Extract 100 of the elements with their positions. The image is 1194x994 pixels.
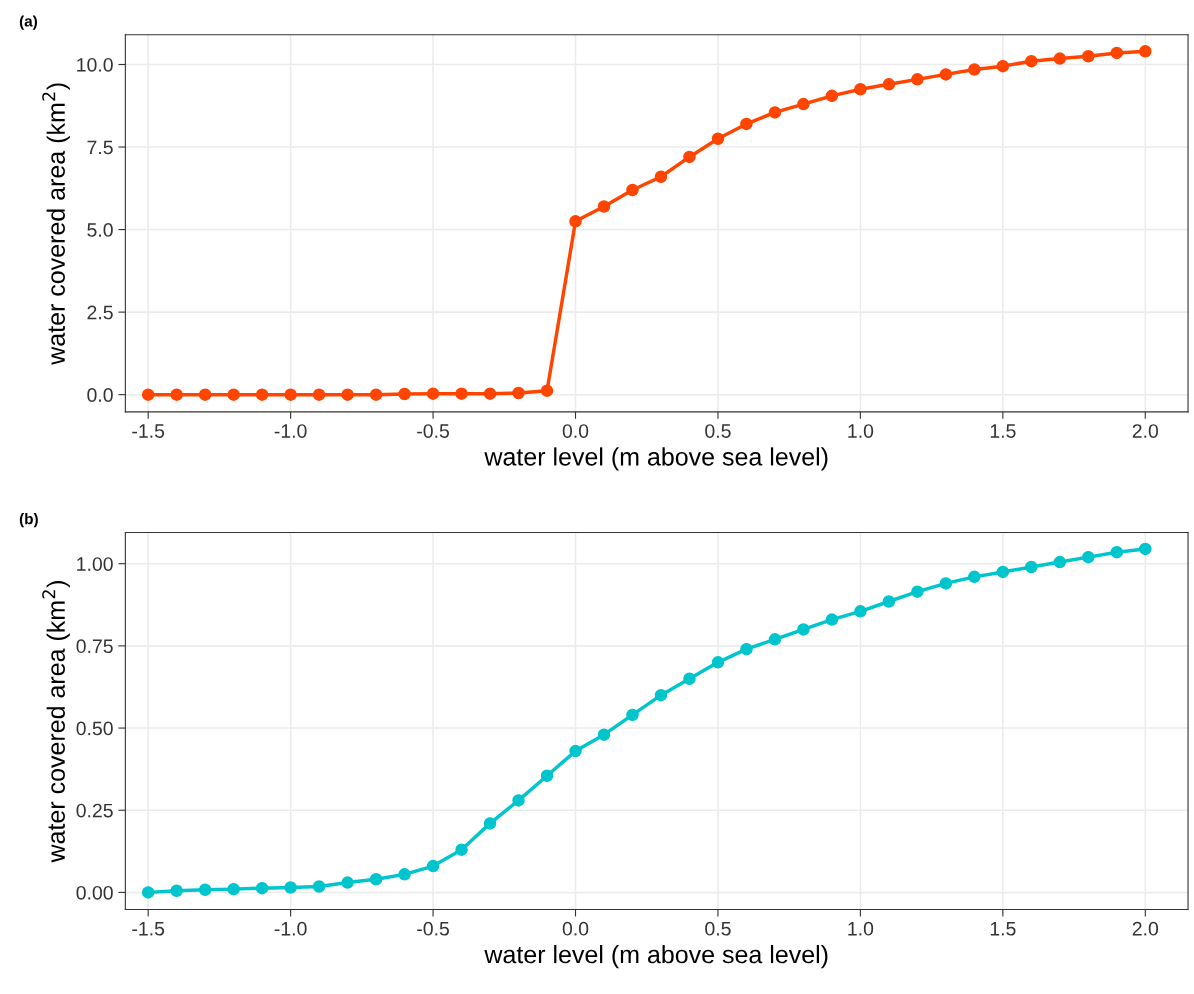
point <box>882 595 896 608</box>
point <box>455 387 468 400</box>
x-tick-label: 2.0 <box>1132 921 1159 936</box>
point <box>968 63 981 76</box>
point <box>512 386 525 400</box>
y-axis-title: water covered area (km$^{2}$) <box>42 581 70 863</box>
point <box>1139 45 1152 58</box>
x-tick-label: 0.0 <box>562 921 589 936</box>
y-tick-label: 1.00 <box>77 557 113 571</box>
point <box>483 387 497 400</box>
point <box>797 623 810 636</box>
point <box>825 613 839 626</box>
point <box>284 881 297 894</box>
point <box>198 883 212 897</box>
point <box>996 565 1010 579</box>
x-tick-label: -1.0 <box>274 424 307 438</box>
point <box>854 605 867 618</box>
x-tick-label: -0.5 <box>417 921 449 936</box>
point <box>882 78 896 91</box>
chart-title: (a) <box>19 15 38 30</box>
point <box>255 388 269 401</box>
point <box>854 83 867 96</box>
point <box>312 388 326 401</box>
point <box>939 68 953 81</box>
point <box>1082 550 1095 564</box>
point <box>740 642 753 656</box>
point <box>683 672 696 686</box>
chart-title: (b) <box>19 513 38 528</box>
point <box>597 728 611 741</box>
point <box>597 200 611 213</box>
point <box>341 388 354 401</box>
y-tick-label: 0.00 <box>76 885 113 900</box>
x-tick-label: -1.5 <box>132 424 165 438</box>
point <box>569 215 582 228</box>
point <box>170 388 183 401</box>
y-tick-label: 0.0 <box>87 388 113 402</box>
y-tick-label: 5.0 <box>87 223 113 237</box>
point <box>968 570 981 584</box>
x-tick-label: 0.0 <box>562 424 589 438</box>
point <box>512 794 525 807</box>
point <box>1053 52 1067 65</box>
point <box>768 633 782 646</box>
y-tick-label: 0.75 <box>76 639 113 654</box>
y-tick-label: 0.50 <box>76 721 113 736</box>
x-tick-label: 2.0 <box>1132 424 1159 438</box>
point <box>1110 46 1124 60</box>
point <box>1139 542 1152 556</box>
y-tick-label: 0.25 <box>76 803 113 818</box>
point <box>569 744 582 758</box>
y-axis-title: water covered area (km$^{2}$) <box>42 83 70 365</box>
x-tick-label: 1.0 <box>848 921 874 936</box>
x-tick-label: -0.5 <box>417 424 449 438</box>
point <box>284 388 297 401</box>
point <box>398 868 411 881</box>
point <box>683 150 696 164</box>
point <box>711 656 725 669</box>
x-tick-label: -1.0 <box>274 921 307 936</box>
x-tick-label: 1.5 <box>990 424 1016 438</box>
point <box>654 170 668 184</box>
point <box>141 886 155 899</box>
point <box>654 688 668 702</box>
point <box>341 876 354 889</box>
point <box>455 843 468 856</box>
point <box>768 106 782 119</box>
y-tick-label: 10.0 <box>77 57 113 72</box>
x-axis-title: water level (m above sea level) <box>484 447 828 471</box>
point <box>626 183 639 197</box>
point <box>540 769 554 782</box>
point <box>398 387 411 401</box>
point <box>939 577 953 590</box>
x-axis-title: water level (m above sea level) <box>484 945 828 969</box>
point <box>825 89 839 103</box>
point <box>483 817 497 830</box>
point <box>996 59 1010 73</box>
point <box>227 882 240 896</box>
point <box>1025 54 1038 68</box>
y-tick-label: 2.5 <box>87 305 113 320</box>
point <box>426 859 440 873</box>
point <box>911 585 924 598</box>
point <box>369 873 383 886</box>
point <box>369 388 383 401</box>
point <box>255 881 269 895</box>
x-tick-label: 1.0 <box>848 424 874 438</box>
y-tick-label: 7.5 <box>87 140 113 155</box>
point <box>1082 49 1095 63</box>
point <box>911 73 924 86</box>
point <box>227 388 240 401</box>
point <box>740 117 753 131</box>
x-tick-label: 0.5 <box>705 921 731 936</box>
point <box>1053 555 1067 569</box>
point <box>1025 560 1038 574</box>
point <box>540 384 554 397</box>
point <box>426 387 440 400</box>
x-tick-label: 1.5 <box>990 922 1016 936</box>
point <box>797 97 810 111</box>
point <box>626 708 639 722</box>
point <box>312 880 326 893</box>
x-tick-label: 0.5 <box>705 424 731 438</box>
x-tick-label: -1.5 <box>132 922 165 936</box>
point <box>711 132 725 146</box>
